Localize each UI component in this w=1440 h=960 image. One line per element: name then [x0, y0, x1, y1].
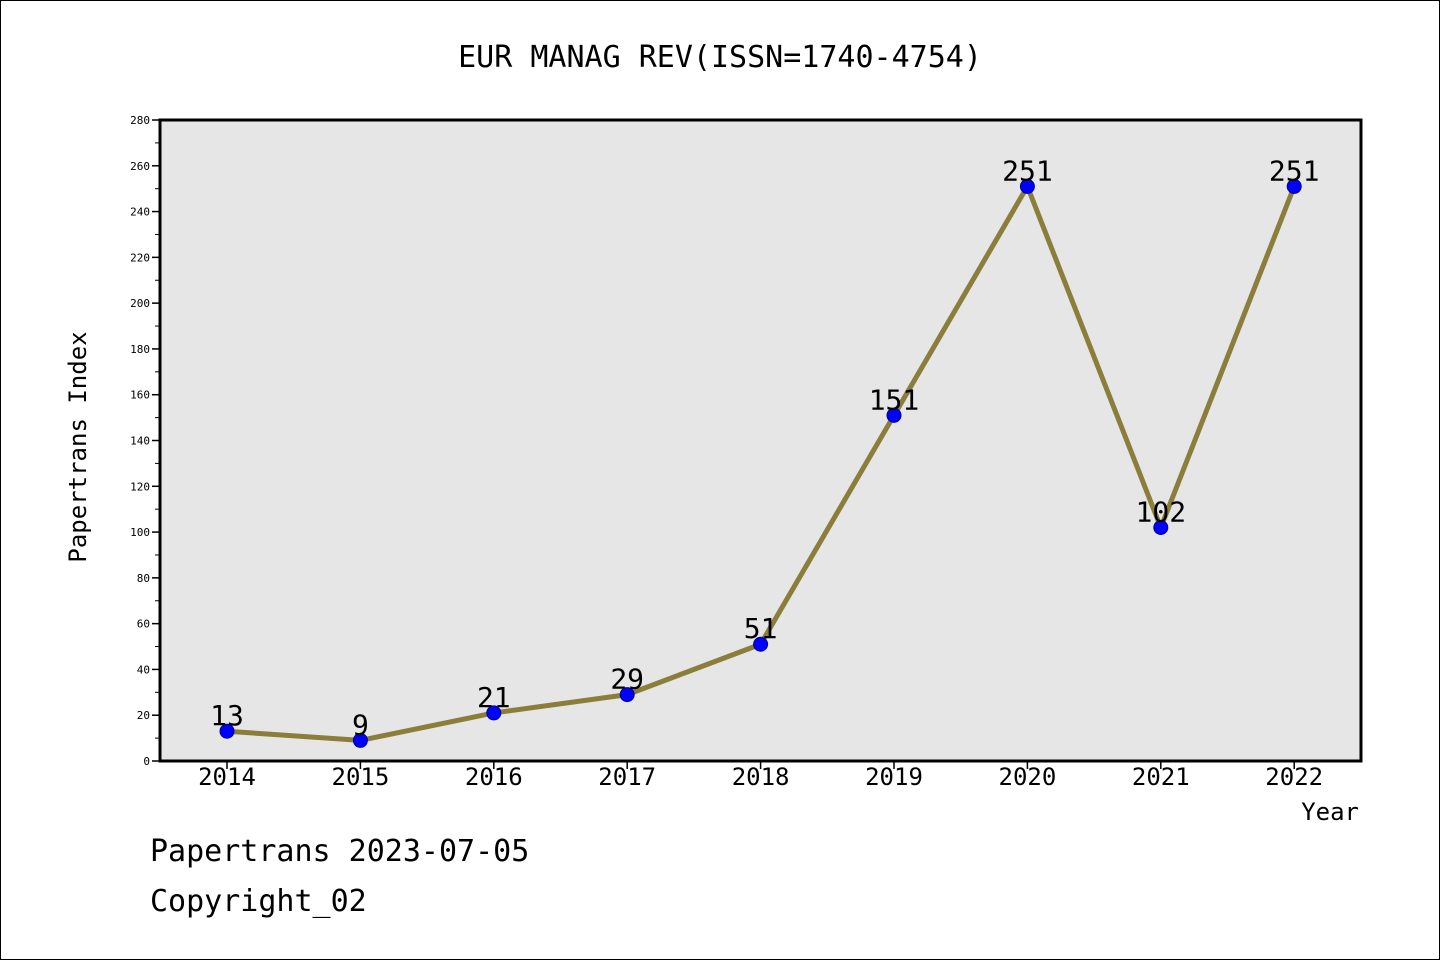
data-point [486, 705, 502, 721]
data-label: 21 [477, 681, 511, 714]
y-tick-label: 160 [130, 389, 150, 402]
data-label-group: 13 9 21 29 51 151 251 102 251 [210, 154, 1319, 741]
data-point [219, 723, 235, 739]
data-label: 29 [610, 663, 644, 696]
data-point [753, 636, 769, 652]
data-label: 251 [1269, 154, 1320, 187]
y-tick-label: 20 [137, 709, 150, 722]
x-axis-label: Year [1301, 798, 1359, 826]
plot-area [158, 118, 1363, 763]
y-axis-label: Papertrans Index [64, 331, 92, 562]
data-label: 151 [869, 383, 920, 416]
x-tick-label: 2016 [465, 763, 523, 791]
y-tick-label: 180 [130, 343, 150, 356]
x-tick-label: 2018 [732, 763, 790, 791]
x-tick-label: 2022 [1265, 763, 1323, 791]
y-tick-label: 120 [130, 480, 150, 493]
y-tick-label: 240 [130, 206, 150, 219]
x-tick-label: 2020 [999, 763, 1057, 791]
x-tick-label: 2017 [598, 763, 656, 791]
y-tick-label: 60 [137, 618, 150, 631]
x-tick-label: 2021 [1132, 763, 1190, 791]
y-tick-label: 220 [130, 251, 150, 264]
data-point-group [219, 178, 1302, 748]
y-tick-label: 280 [130, 114, 150, 127]
footer-copyright: Copyright_02 [150, 884, 367, 919]
data-point [352, 732, 368, 748]
y-tick-label: 80 [137, 572, 150, 585]
y-tick-label: 260 [130, 160, 150, 173]
data-point [1019, 178, 1035, 194]
data-label: 13 [210, 699, 244, 732]
x-tick-label: 2014 [198, 763, 256, 791]
data-label: 51 [744, 612, 778, 645]
y-tick-label: 200 [130, 297, 150, 310]
data-point [619, 687, 635, 703]
y-tick-label: 0 [143, 755, 150, 768]
x-tick-label: 2019 [865, 763, 923, 791]
y-tick-label: 140 [130, 435, 150, 448]
footer-date: Papertrans 2023-07-05 [150, 834, 530, 869]
x-axis: 2014 2015 2016 2017 2018 2019 2020 2021 2022 [198, 761, 1323, 791]
chart-title: EUR MANAG REV(ISSN=1740-4754) [458, 40, 982, 75]
y-tick-label: 100 [130, 526, 150, 539]
data-point [1286, 178, 1302, 194]
x-tick-label: 2015 [332, 763, 390, 791]
data-label: 251 [1002, 154, 1053, 187]
data-point [1153, 519, 1169, 535]
data-point [886, 407, 902, 423]
data-label: 9 [352, 708, 369, 741]
y-axis: 0 20 40 60 80 100 120 140 160 180 200 220 240 260 280 [130, 114, 160, 768]
y-tick-label: 40 [137, 663, 150, 676]
data-label: 102 [1136, 495, 1187, 528]
